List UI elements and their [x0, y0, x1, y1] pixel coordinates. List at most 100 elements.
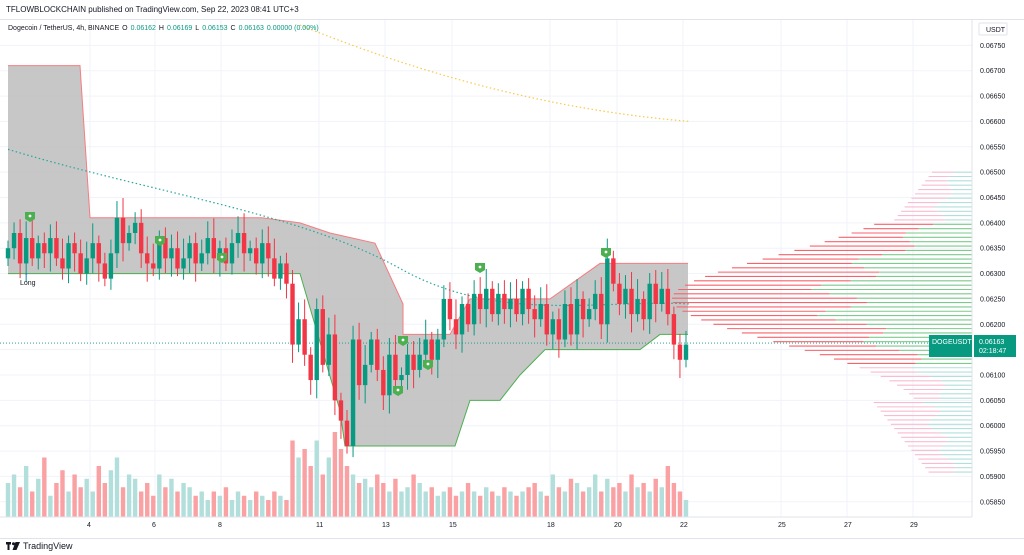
currency-button[interactable] [978, 22, 1008, 36]
signal-dot [478, 265, 482, 269]
candle-body [344, 420, 350, 446]
volume-bar [66, 491, 71, 517]
candle-body [108, 253, 114, 279]
candle-body [90, 243, 95, 259]
volume-bar [356, 483, 362, 517]
candle-body [441, 298, 447, 340]
price-axis[interactable]: USDT 0.06750 0.06700 0.06650 0.06600 0.06550… [971, 20, 1008, 517]
candle-body [592, 293, 598, 310]
candle-body [611, 258, 616, 284]
volume-bar [592, 474, 598, 517]
volume-bar [550, 474, 556, 517]
volume-bar [659, 487, 664, 517]
close-value: 0.06163 [238, 25, 264, 32]
volume-bar [490, 491, 495, 517]
time-tick-label: 29 [910, 522, 918, 529]
volume-bar [235, 491, 241, 517]
candle-body [375, 339, 380, 370]
candle-body [193, 243, 198, 264]
volume-bar [205, 500, 210, 517]
candle-body [284, 263, 289, 284]
volume-bar [241, 495, 247, 517]
volume-bar [36, 478, 41, 517]
volume-bar [284, 500, 289, 517]
candle-body [205, 238, 210, 254]
time-tick-label: 20 [614, 522, 622, 529]
volume-bar [278, 495, 283, 517]
candle-body [272, 258, 277, 279]
volume-bar [671, 483, 677, 517]
volume-bar [332, 432, 338, 517]
candle-body [30, 238, 35, 259]
volume-bar [568, 478, 574, 517]
currency-label: USDT [986, 27, 1006, 34]
volume-bar [163, 487, 168, 517]
tradingview-logo[interactable]: TradingView [6, 541, 73, 551]
footer: TradingView [0, 537, 1024, 555]
candle-body [447, 298, 453, 320]
tradingview-icon [6, 542, 20, 550]
candle-body [477, 293, 483, 310]
candle-body [484, 288, 489, 310]
volume-bar [369, 487, 374, 517]
price-tick-label: 0.06350 [980, 246, 1005, 253]
volume-bar [60, 470, 65, 517]
candle-body [114, 217, 120, 254]
candle-body [296, 319, 301, 345]
candle-body [526, 288, 531, 310]
candle-body [417, 354, 422, 370]
candle-body [302, 319, 307, 355]
candle-body [647, 283, 652, 320]
up-arrow-icon: ↑ [24, 270, 29, 280]
volume-bar [302, 449, 307, 517]
volume-bar [223, 487, 229, 517]
chart-frame[interactable] [0, 19, 1024, 539]
volume-bar [556, 487, 562, 517]
publish-text: TFLOWBLOCKCHAIN published on TradingView… [6, 5, 299, 14]
volume-bar [484, 487, 489, 517]
candle-body [453, 319, 459, 335]
candle-body [369, 339, 374, 365]
candle-body [187, 243, 192, 259]
candle-body [471, 293, 477, 325]
volume-bar [42, 457, 47, 517]
candle-body [665, 288, 671, 315]
time-tick-label: 22 [680, 522, 688, 529]
candle-body [562, 304, 568, 340]
candle-body [235, 233, 241, 244]
volume-bar [599, 491, 604, 517]
time-tick-label: 25 [778, 522, 786, 529]
volume-bar [247, 500, 253, 517]
volume-bar [405, 487, 410, 517]
volume-bar [126, 474, 132, 517]
candle-body [36, 243, 41, 259]
price-chart[interactable]: USDT 0.06750 0.06700 0.06650 0.06600 0.06550… [0, 20, 1024, 537]
volume-bar [114, 457, 120, 517]
candle-body [623, 288, 628, 304]
brand-name: TradingView [23, 541, 73, 551]
volume-bar [181, 483, 186, 517]
candle-body [544, 304, 549, 335]
candle-body [659, 288, 664, 304]
volume-bar [526, 487, 531, 517]
volume-bar [677, 491, 683, 517]
candle-body [671, 314, 677, 345]
signal-dot [401, 338, 405, 342]
price-tick-label: 0.06500 [980, 170, 1005, 177]
volume-bar [441, 491, 447, 517]
candle-body [72, 243, 77, 254]
price-tick-label: 0.06000 [980, 423, 1005, 430]
candle-body [241, 233, 247, 254]
volume-bar [17, 487, 23, 517]
volume-bar [23, 466, 29, 517]
candle-body [266, 243, 271, 259]
volume-bar [344, 466, 350, 517]
symbol-info[interactable]: Dogecoin / TetherUS, 4h, BINANCE [8, 25, 120, 32]
volume-bar [635, 487, 640, 517]
time-axis[interactable]: 4 6 8 11 13 15 18 20 22 25 27 29 [0, 516, 972, 529]
candle-body [641, 298, 646, 320]
candle-body [320, 309, 325, 365]
volume-bar [586, 487, 592, 517]
price-tick-label: 0.05900 [980, 474, 1005, 481]
candle-body [435, 339, 441, 360]
